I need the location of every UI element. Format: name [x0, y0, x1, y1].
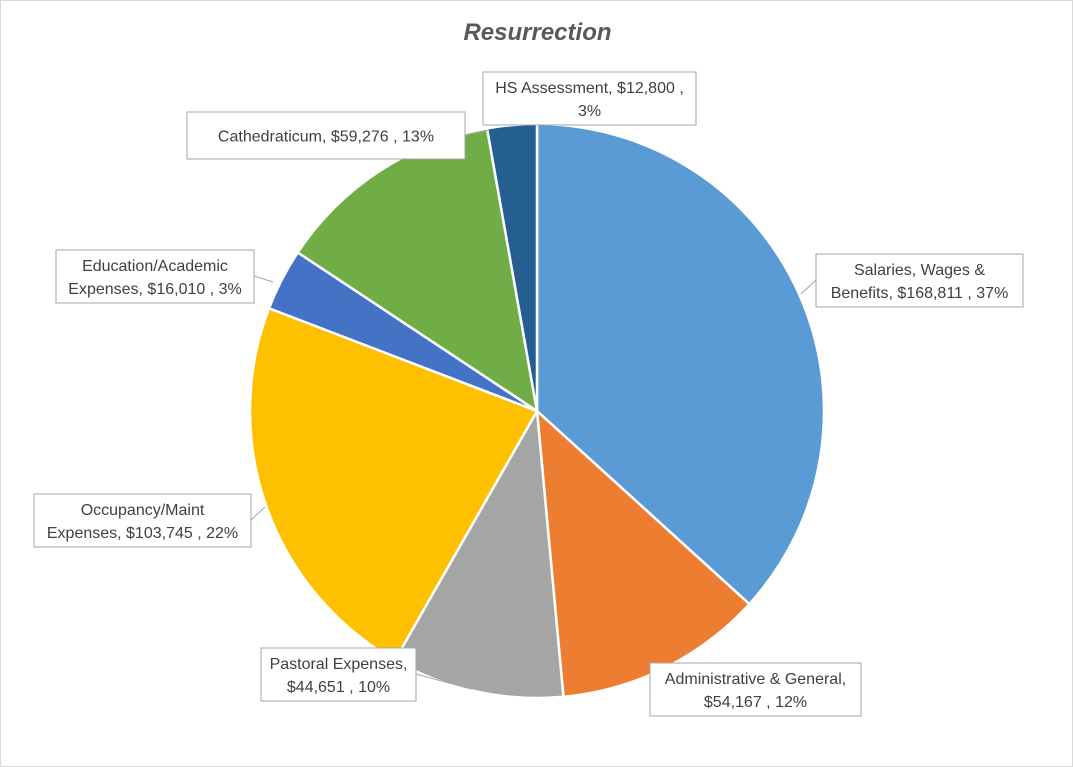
data-label-text: $44,651 , 10%: [287, 679, 390, 696]
pie-slices: [248, 122, 826, 700]
data-label-text: 3%: [578, 103, 601, 120]
data-label-text: Education/Academic: [82, 258, 228, 275]
data-label-box: [482, 71, 697, 126]
data-label-box: [186, 111, 466, 160]
pie-slice-1: [535, 122, 826, 606]
data-label-box: [815, 253, 1024, 308]
data-label-text: HS Assessment, $12,800 ,: [495, 80, 684, 97]
data-label-text: Cathedraticum, $59,276 , 13%: [218, 129, 434, 146]
data-label-text: $54,167 , 12%: [704, 694, 807, 711]
leader-line-4: [250, 506, 266, 521]
data-label-box: [260, 647, 417, 702]
pie-slice-6: [296, 126, 539, 414]
leader-line-6: [464, 129, 490, 136]
leader-line-1: [800, 279, 817, 295]
data-label-6: Cathedraticum, $59,276 , 13%: [186, 111, 466, 160]
data-label-text: Benefits, $168,811 , 37%: [831, 285, 1009, 302]
data-label-text: Pastoral Expenses,: [270, 656, 408, 673]
data-label-box: [649, 662, 862, 717]
leader-line-3: [415, 673, 472, 690]
data-label-text: Salaries, Wages &: [854, 262, 985, 279]
data-label-text: Occupancy/Maint: [81, 502, 205, 519]
data-label-1: Salaries, Wages & Benefits, $168,811 , 37…: [815, 253, 1024, 308]
data-label-text: Administrative & General,: [665, 671, 846, 688]
data-label-2: Administrative & General, $54,167 , 12%: [649, 662, 862, 717]
data-label-5: Education/Academic Expenses, $16,010 , 3%: [55, 249, 255, 304]
leader-lines: [250, 129, 817, 690]
leader-line-5: [253, 275, 274, 283]
chart-title: Resurrection: [463, 19, 612, 46]
data-label-3: Pastoral Expenses, $44,651 , 10%: [260, 647, 417, 702]
data-label-7: HS Assessment, $12,800 , 3%: [482, 71, 697, 126]
data-labels: Salaries, Wages & Benefits, $168,811 , 37…: [33, 71, 1024, 717]
data-label-4: Occupancy/Maint Expenses, $103,745 , 22%: [33, 493, 252, 548]
pie-slice-4: [248, 306, 539, 663]
data-label-box: [33, 493, 252, 548]
data-label-box: [55, 249, 255, 304]
data-label-text: Expenses, $103,745 , 22%: [47, 525, 238, 542]
data-label-text: Expenses, $16,010 , 3%: [68, 281, 241, 298]
